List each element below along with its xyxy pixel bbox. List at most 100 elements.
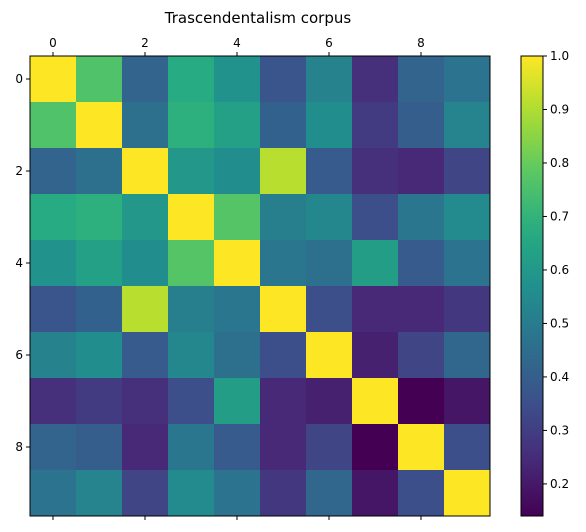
heatmap-cell <box>306 240 353 287</box>
heatmap-cell <box>214 240 261 287</box>
heatmap-cell <box>30 470 77 517</box>
heatmap-cell <box>168 378 215 425</box>
heatmap-cell <box>306 470 353 517</box>
heatmap-cell <box>260 148 307 195</box>
heatmap-cell <box>168 240 215 287</box>
heatmap-cell <box>306 424 353 471</box>
heatmap-cell <box>168 148 215 195</box>
heatmap-cell <box>76 102 123 149</box>
heatmap-cell <box>398 148 445 195</box>
y-tick-label: 0 <box>15 72 23 86</box>
y-tick-label: 6 <box>15 348 23 362</box>
heatmap-cell <box>30 424 77 471</box>
heatmap-cell <box>444 424 491 471</box>
heatmap-cell <box>214 286 261 333</box>
heatmap-cell <box>214 470 261 517</box>
colorbar-tick-label: 0.5 <box>550 316 569 330</box>
heatmap-cell <box>76 470 123 517</box>
heatmap-cell <box>76 148 123 195</box>
heatmap-cell <box>168 332 215 379</box>
heatmap-cell <box>444 332 491 379</box>
heatmap-cell <box>122 194 169 241</box>
heatmap-cell <box>260 56 307 103</box>
chart-title: Trascendentalism corpus <box>164 9 352 27</box>
heatmap-cell <box>306 56 353 103</box>
heatmap-cell <box>306 286 353 333</box>
heatmap-cell <box>260 194 307 241</box>
heatmap-cell <box>306 102 353 149</box>
heatmap-cell <box>306 148 353 195</box>
x-tick-label: 8 <box>417 36 425 50</box>
heatmap-cell <box>398 240 445 287</box>
heatmap-cell <box>260 102 307 149</box>
heatmap-cell <box>122 470 169 517</box>
heatmap-cell <box>122 102 169 149</box>
heatmap-cell <box>260 424 307 471</box>
heatmap-cell <box>352 194 399 241</box>
heatmap-cell <box>352 56 399 103</box>
heatmap-cell <box>214 332 261 379</box>
colorbar-tick-label: 0.9 <box>550 102 569 116</box>
heatmap-cell <box>76 56 123 103</box>
heatmap-cell <box>444 286 491 333</box>
colorbar-tick-label: 0.2 <box>550 477 569 491</box>
colorbar-tick-label: 0.8 <box>550 156 569 170</box>
y-tick-label: 4 <box>15 256 23 270</box>
heatmap-cell <box>214 378 261 425</box>
heatmap-cell <box>398 56 445 103</box>
colorbar-tick-label: 1.0 <box>550 49 569 63</box>
heatmap-cell <box>30 56 77 103</box>
heatmap-cell <box>398 102 445 149</box>
heatmap-cell <box>398 286 445 333</box>
heatmap-cell <box>352 148 399 195</box>
x-tick-label: 4 <box>233 36 241 50</box>
heatmap-cell <box>214 148 261 195</box>
heatmap-cell <box>306 332 353 379</box>
heatmap-cell <box>260 332 307 379</box>
heatmap-cell <box>30 102 77 149</box>
heatmap-cell <box>260 378 307 425</box>
heatmap-cell <box>30 240 77 287</box>
heatmap-cell <box>352 378 399 425</box>
y-tick-label: 8 <box>15 440 23 454</box>
heatmap-cell <box>444 240 491 287</box>
heatmap-cell <box>352 286 399 333</box>
heatmap-cell <box>76 240 123 287</box>
heatmap-cell <box>214 194 261 241</box>
heatmap-cell <box>122 286 169 333</box>
heatmap-cell <box>76 424 123 471</box>
colorbar-tick-label: 0.7 <box>550 209 569 223</box>
heatmap-cell <box>122 378 169 425</box>
heatmap-cell <box>168 286 215 333</box>
heatmap-cell <box>398 470 445 517</box>
heatmap-cell <box>76 194 123 241</box>
heatmap-cell <box>306 194 353 241</box>
heatmap-cell <box>398 378 445 425</box>
heatmap-cell <box>168 102 215 149</box>
colorbar-tick-label: 0.6 <box>550 263 569 277</box>
y-axis-ticks: 0 2 4 6 8 <box>15 72 30 454</box>
heatmap-cell <box>260 286 307 333</box>
heatmap-cell <box>352 332 399 379</box>
heatmap-cell <box>214 102 261 149</box>
heatmap-cell <box>352 424 399 471</box>
heatmap-cell <box>398 194 445 241</box>
heatmap-cell <box>444 148 491 195</box>
heatmap-cell <box>76 332 123 379</box>
colorbar-tick-label: 0.4 <box>550 370 569 384</box>
heatmap-cell <box>30 148 77 195</box>
heatmap-cell <box>30 286 77 333</box>
heatmap-cell <box>168 470 215 517</box>
heatmap-cell <box>122 56 169 103</box>
colorbar-ticks: 0.2 0.3 0.4 0.5 0.6 0.7 0.8 0.9 1.0 <box>543 49 569 491</box>
x-tick-label: 2 <box>141 36 149 50</box>
heatmap-cell <box>352 240 399 287</box>
heatmap-cell <box>30 378 77 425</box>
heatmap-cell <box>122 332 169 379</box>
heatmap-cell <box>214 424 261 471</box>
heatmap-cell <box>352 102 399 149</box>
heatmap-cell <box>444 102 491 149</box>
colorbar <box>520 55 544 517</box>
heatmap-cell <box>30 194 77 241</box>
